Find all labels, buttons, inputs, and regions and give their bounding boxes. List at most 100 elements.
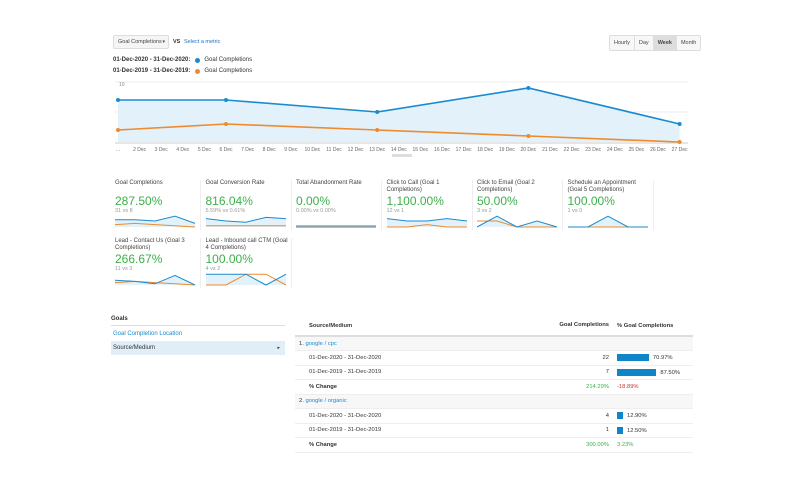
goal-completions: 1 [543, 423, 613, 438]
x-tick-label: 15 Dec [412, 147, 428, 153]
scorecard[interactable]: Lead - Contact Us (Goal 3 Completions) 26… [113, 238, 201, 288]
scorecard-title: Click to Email (Goal 2 Completions) [477, 180, 535, 193]
legend-metric: Goal Completions [204, 68, 253, 74]
change-row: % Change 214.29% -18.89% [295, 379, 693, 395]
chevron-right-icon: ▸ [277, 345, 280, 351]
x-tick-label: 4 Dec [176, 147, 190, 153]
pct-value: 12.90% [627, 413, 647, 420]
data-point [677, 122, 682, 126]
metric-select[interactable]: Goal Completions ▾ [113, 35, 169, 49]
table-row: 01-Dec-2019 - 31-Dec-2019 7 87.50% [295, 365, 693, 380]
pct-value: 12.50% [627, 427, 647, 434]
sparkline [296, 225, 376, 228]
sparkline-current [115, 274, 196, 286]
granularity-week[interactable]: Week [653, 36, 677, 50]
scorecard-title: Schedule an Appointment (Goal 5 Completi… [567, 180, 636, 193]
select-metric-link[interactable]: Select a metric [184, 39, 221, 45]
x-tick-label: 9 Dec [284, 147, 298, 153]
sparkline [205, 216, 286, 227]
x-tick-label: 18 Dec [477, 147, 493, 153]
sparkline [205, 273, 286, 286]
granularity-day[interactable]: Day [635, 36, 654, 50]
scorecard-value: 816.04% [205, 194, 253, 208]
x-tick-label: 6 Dec [219, 147, 233, 153]
table-row: 01-Dec-2020 - 31-Dec-2020 22 70.97% [295, 350, 693, 366]
series-dot-icon [195, 68, 201, 74]
sparkline-current [477, 215, 558, 228]
col-goal-completions[interactable]: Goal Completions [543, 316, 613, 337]
scorecard-value: 287.50% [115, 194, 163, 208]
scorecard-compare: 3 vs 2 [477, 208, 492, 214]
row-index: 2. [299, 398, 304, 405]
scorecard[interactable]: Schedule an Appointment (Goal 5 Completi… [566, 180, 654, 230]
data-point [677, 140, 682, 144]
date-range: 01-Dec-2020 - 31-Dec-2020 [295, 408, 543, 424]
sparkline-area [115, 275, 195, 285]
granularity-month[interactable]: Month [680, 40, 697, 46]
goals-item-source-medium[interactable]: Source/Medium ▸ [111, 341, 285, 355]
scorecard[interactable]: Goal Completions 287.50% 31 vs 8 [113, 180, 201, 230]
x-tick-label: 16 Dec [434, 147, 450, 153]
date-range: 01-Dec-2019 - 31-Dec-2019 [295, 423, 543, 438]
sparkline [386, 218, 467, 228]
x-tick-label: 19 Dec [499, 147, 515, 153]
scorecard[interactable]: Total Abandonment Rate 0.00% 0.00% vs 0.00… [294, 180, 382, 230]
scorecard-value: 50.00% [477, 194, 518, 208]
scorecard[interactable]: Click to Call (Goal 1 Completions) 1,100.… [385, 180, 473, 230]
source-medium-table: Source/Medium Goal Completions % Goal Co… [295, 316, 693, 453]
sparkline-area [115, 216, 195, 227]
x-tick-label: 8 Dec [263, 147, 277, 153]
goal-completions: 7 [543, 365, 613, 380]
chevron-down-icon: ▾ [162, 39, 165, 45]
scorecard-compare: 1 vs 0 [567, 208, 583, 214]
scroll-handle [392, 154, 412, 157]
sparkline-current [567, 215, 648, 228]
scorecard[interactable]: Goal Conversion Rate 816.04% 5.59% vs 0.61… [204, 180, 292, 230]
scorecard[interactable]: Lead - Inbound call CTM (Goal 4 Completi… [204, 238, 292, 288]
sparkline-area [205, 274, 286, 285]
granularity-hourly[interactable]: Hourly [610, 36, 635, 50]
sparkline-area [477, 216, 557, 227]
pct-value: 70.97% [652, 355, 673, 362]
x-tick-label: 7 Dec [241, 147, 255, 153]
sparkline [115, 274, 196, 286]
sparkline-area [567, 216, 648, 227]
x-tick-label: 3 Dec [155, 147, 169, 153]
x-tick-label: 11 Dec [326, 147, 342, 153]
scorecard-title: Lead - Inbound call CTM (Goal 4 Completi… [205, 238, 288, 251]
col-source-medium[interactable]: Source/Medium [295, 316, 543, 337]
x-tick-label: 5 Dec [198, 147, 212, 153]
table-row: 01-Dec-2020 - 31-Dec-2020 4 12.90% [295, 408, 693, 424]
data-point [224, 122, 228, 126]
source-link[interactable]: google / organic [305, 398, 347, 405]
table-group-row: 2. google / organic [295, 394, 693, 409]
source-link[interactable]: google / cpc [305, 340, 337, 347]
scorecard-value: 1,100.00% [386, 194, 444, 208]
scorecard[interactable]: Click to Email (Goal 2 Completions) 50.00… [475, 180, 563, 230]
x-tick-label: 26 Dec [650, 147, 666, 153]
change-label: % Change [295, 437, 543, 453]
data-point [526, 86, 531, 90]
x-tick-label: 25 Dec [628, 147, 644, 153]
scorecard-title: Goal Completions [115, 180, 163, 186]
sparkline-current [205, 216, 286, 223]
goals-item-label: Source/Medium [113, 345, 156, 351]
pct-bar [617, 368, 657, 376]
scorecard-compare: 5.59% vs 0.61% [205, 208, 246, 214]
scorecard-compare: 0.00% vs 0.00% [296, 208, 336, 214]
sparkline [567, 215, 648, 228]
sparkline [477, 215, 558, 228]
scorecard-compare: 4 vs 2 [205, 266, 221, 272]
scorecard-title: Goal Conversion Rate [205, 180, 265, 186]
change-count: 214.29% [543, 379, 613, 395]
date-range: 01-Dec-2020 - 31-Dec-2020 [295, 350, 543, 366]
goals-item-location[interactable]: Goal Completion Location [113, 331, 183, 337]
scorecard-title: Lead - Contact Us (Goal 3 Completions) [115, 238, 185, 251]
data-point [375, 128, 380, 132]
goals-heading: Goals [111, 316, 285, 326]
goal-completions: 22 [543, 350, 613, 366]
col-pct-goal-completions[interactable]: % Goal Completions [613, 316, 693, 337]
date-range: 01-Dec-2019 - 31-Dec-2019 [295, 365, 543, 380]
legend-range: 01-Dec-2020 - 31-Dec-2020: [113, 57, 191, 63]
